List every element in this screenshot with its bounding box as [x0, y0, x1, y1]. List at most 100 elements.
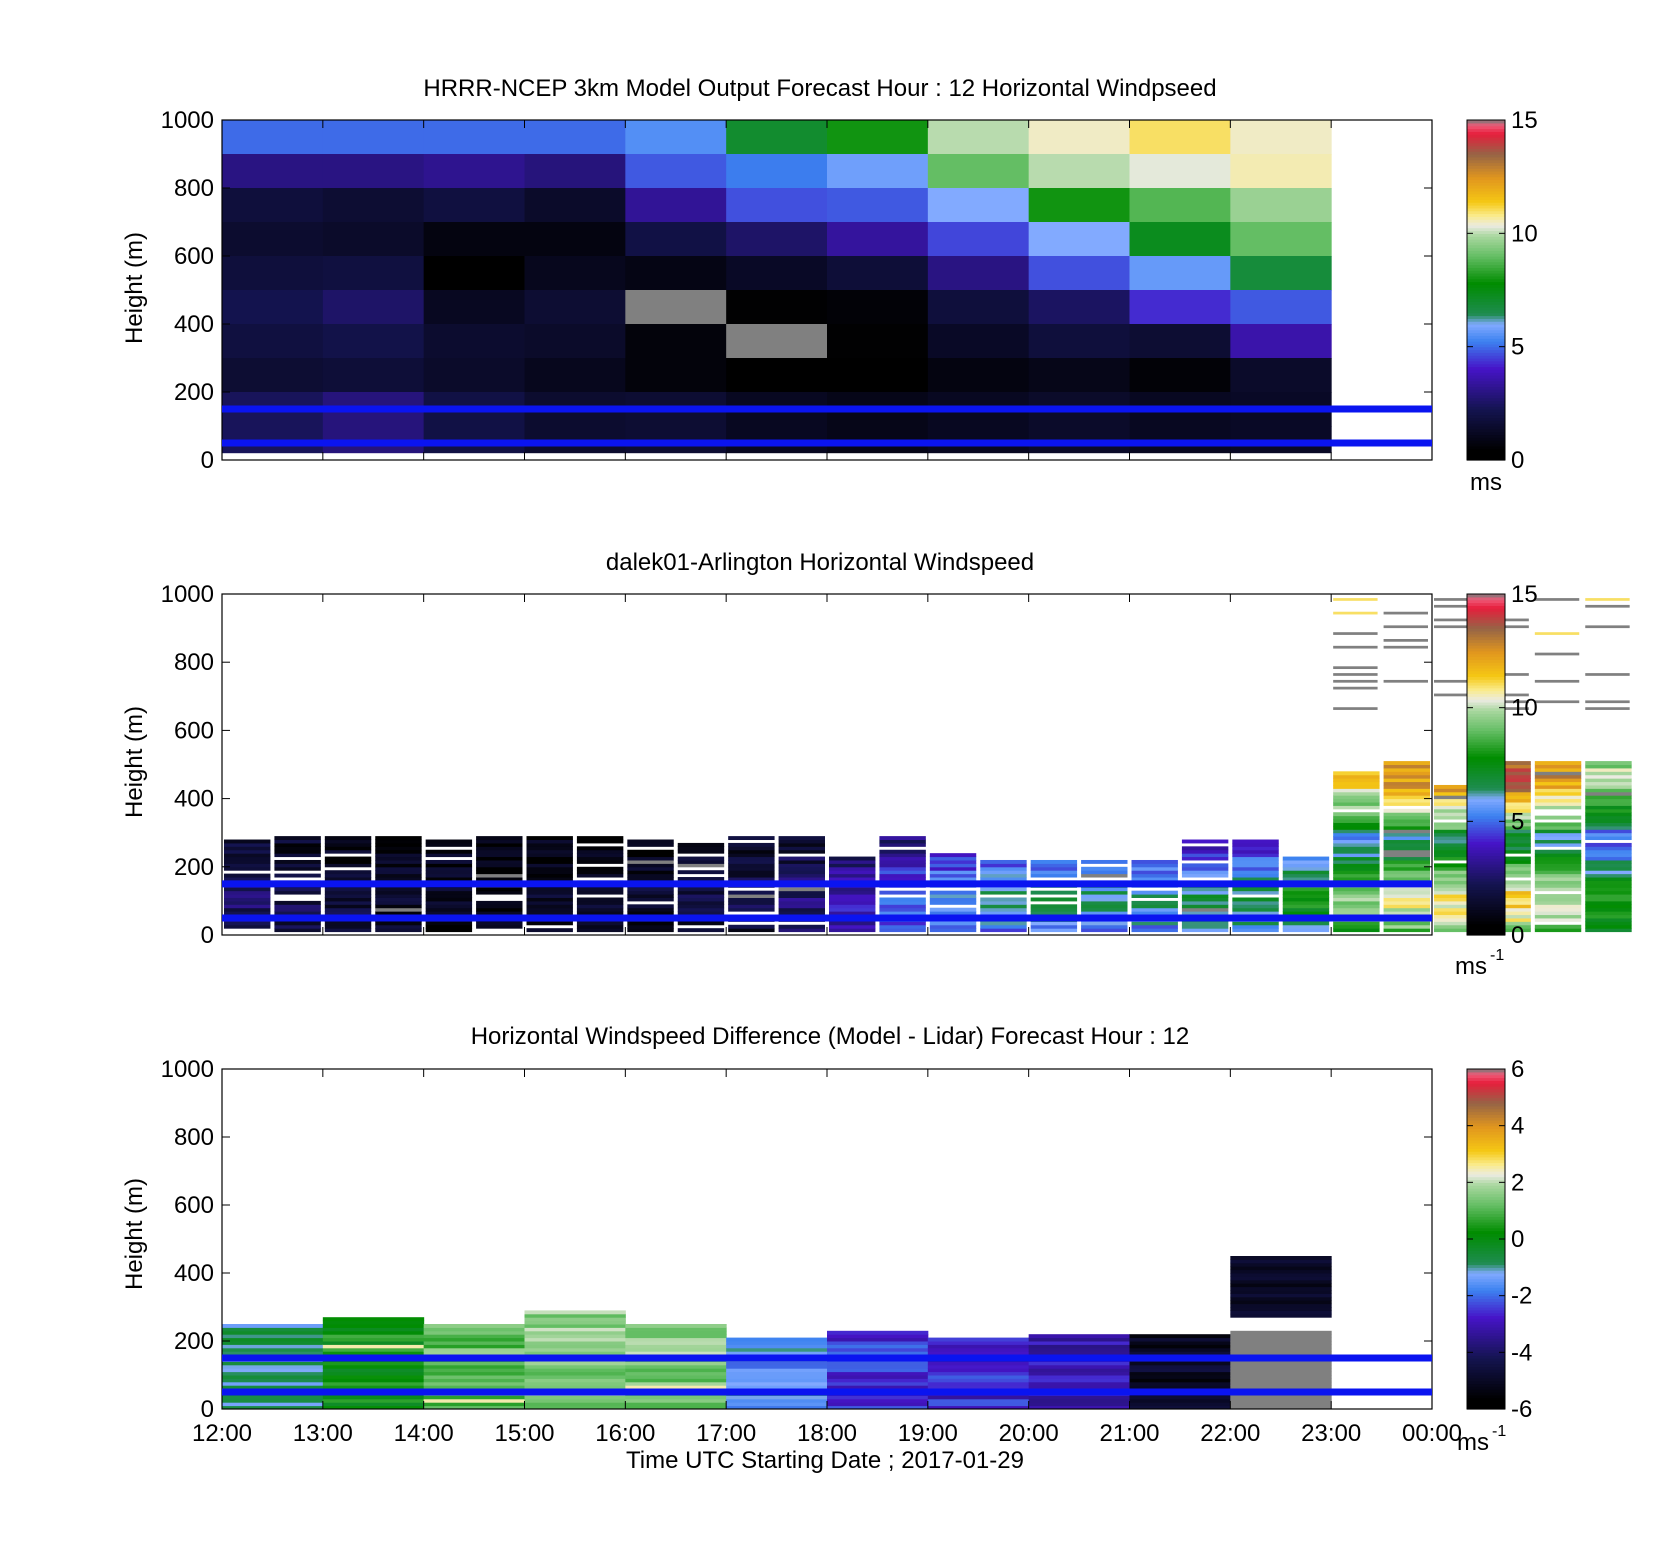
- heatmap-cell: [322, 1371, 425, 1376]
- heatmap-cell: [1484, 873, 1531, 878]
- heatmap-cell: [1230, 1371, 1332, 1376]
- heatmap-cell: [980, 911, 1027, 916]
- colorbar-swatch: [1467, 389, 1505, 393]
- heatmap-cell: [1081, 887, 1128, 892]
- heatmap-cell: [224, 846, 271, 851]
- colorbar-swatch: [1467, 1205, 1505, 1209]
- heatmap-cell: [1534, 849, 1582, 854]
- heatmap-cell: [375, 842, 422, 847]
- heatmap-cell: [1282, 911, 1330, 916]
- colorbar-swatch: [1467, 872, 1505, 876]
- heatmap-cell: [1434, 870, 1481, 875]
- heatmap-cell: [1383, 897, 1430, 902]
- heatmap-cell: [1585, 917, 1632, 922]
- heatmap-cell: [827, 1371, 929, 1376]
- colorbar-swatch: [1467, 1383, 1505, 1387]
- heatmap-cell: [1081, 873, 1128, 878]
- heatmap-cell: [1129, 1375, 1231, 1379]
- heatmap-cell: [1484, 894, 1531, 898]
- heatmap-cell: [1333, 829, 1380, 834]
- heatmap-cell: [222, 1361, 324, 1366]
- heatmap-cell: [778, 900, 825, 905]
- heatmap-cell: [1232, 849, 1279, 854]
- colorbar-swatch: [1467, 699, 1505, 703]
- colorbar-swatch: [1467, 824, 1505, 828]
- heatmap-cell: [1230, 1290, 1332, 1294]
- colorbar-swatch: [1467, 1108, 1505, 1113]
- heatmap-cell: [324, 900, 372, 905]
- heatmap-cell: [524, 324, 626, 359]
- heatmap-cell: [827, 1402, 929, 1407]
- heatmap-cell: [627, 921, 674, 926]
- heatmap-cell: [1383, 877, 1430, 881]
- heatmap-cell: [1181, 839, 1229, 844]
- heatmap-cell: [324, 873, 372, 878]
- heatmap-cell: [1230, 1347, 1332, 1352]
- heatmap-cell: [677, 897, 725, 902]
- heatmap-cell: [778, 856, 825, 861]
- heatmap-cell: [1333, 819, 1380, 823]
- heatmap-cell: [524, 1371, 626, 1376]
- heatmap-cell: [1484, 849, 1531, 854]
- colorbar-swatch: [1467, 1375, 1505, 1379]
- heatmap-cell: [827, 1368, 929, 1373]
- colorbar-swatch: [1467, 1284, 1505, 1288]
- colorbar-swatch: [1467, 267, 1505, 271]
- heatmap-cell: [829, 859, 876, 864]
- heatmap-cell: [1383, 839, 1430, 844]
- colorbar-swatch: [1467, 1372, 1505, 1376]
- heatmap-cell: [375, 900, 422, 905]
- colorbar-swatch: [1467, 1273, 1505, 1277]
- heatmap-cell: [222, 1334, 324, 1339]
- heatmap-cell: [324, 887, 372, 892]
- heatmap-cell: [927, 256, 1030, 291]
- heatmap-cell: [425, 839, 473, 844]
- colorbar-swatch: [1467, 1239, 1505, 1243]
- heatmap-cell: [1484, 836, 1531, 841]
- heatmap-cell: [322, 1320, 425, 1325]
- colorbar-swatch: [1467, 647, 1505, 652]
- heatmap-cell: [1232, 839, 1279, 844]
- colorbar-swatch: [1467, 372, 1505, 376]
- heatmap-cell: [1585, 829, 1632, 834]
- heatmap-cell: [625, 358, 727, 393]
- heatmap-cell: [1333, 904, 1380, 909]
- heatmap-cell: [1230, 1351, 1332, 1356]
- heatmap-cell: [1383, 639, 1428, 642]
- heatmap-cell: [1434, 900, 1481, 905]
- heatmap-cell: [1434, 795, 1481, 800]
- heatmap-cell: [1230, 1398, 1332, 1403]
- colorbar-swatch: [1467, 1185, 1505, 1189]
- heatmap-cell: [1484, 764, 1531, 769]
- colorbar-swatch: [1467, 341, 1505, 345]
- heatmap-cell: [1129, 290, 1231, 325]
- heatmap-cell: [677, 849, 725, 854]
- colorbar-swatch: [1467, 1309, 1505, 1314]
- heatmap-cell: [929, 897, 977, 902]
- heatmap-cell: [274, 849, 321, 854]
- heatmap-cell: [1484, 863, 1531, 868]
- y-tick-label: 1000: [161, 1056, 214, 1083]
- heatmap-cell: [524, 1385, 626, 1390]
- heatmap-cell: [1181, 890, 1229, 895]
- heatmap-cell: [322, 188, 425, 223]
- heatmap-cell: [1484, 832, 1531, 837]
- heatmap-cell: [1028, 1385, 1130, 1390]
- heatmap-cell: [1484, 883, 1531, 888]
- colorbar-swatch: [1467, 1196, 1505, 1200]
- heatmap-cell: [879, 836, 926, 841]
- heatmap-cell: [322, 1378, 425, 1383]
- heatmap-cell: [1585, 808, 1632, 813]
- heatmap-cell: [576, 890, 624, 895]
- colorbar-swatch: [1467, 821, 1505, 825]
- heatmap-cell: [322, 1385, 425, 1390]
- heatmap-cell: [1028, 154, 1130, 189]
- heatmap-cell: [726, 188, 828, 223]
- colorbar-swatch: [1467, 1128, 1505, 1132]
- heatmap-cell: [425, 849, 473, 854]
- heatmap-cell: [423, 1371, 525, 1376]
- heatmap-cell: [1585, 825, 1632, 830]
- colorbar-swatch: [1467, 145, 1505, 149]
- colorbar-swatch: [1467, 1324, 1505, 1328]
- y-tick-label: 800: [174, 1124, 214, 1151]
